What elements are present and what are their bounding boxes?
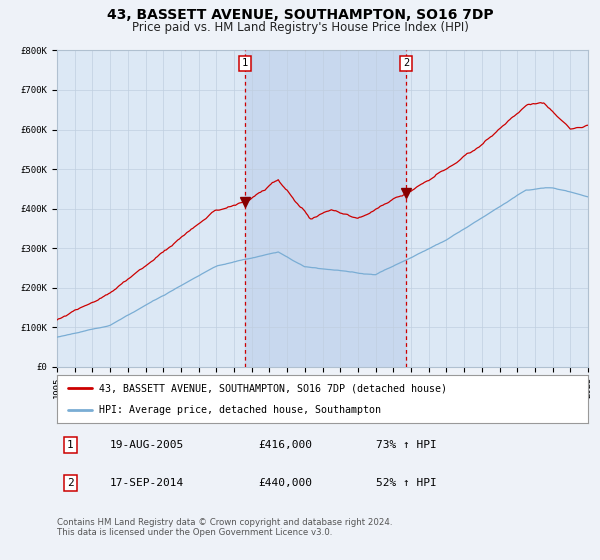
Text: £440,000: £440,000 <box>259 478 313 488</box>
Text: Price paid vs. HM Land Registry's House Price Index (HPI): Price paid vs. HM Land Registry's House … <box>131 21 469 34</box>
Text: 52% ↑ HPI: 52% ↑ HPI <box>376 478 436 488</box>
Text: 19-AUG-2005: 19-AUG-2005 <box>110 440 184 450</box>
Text: Contains HM Land Registry data © Crown copyright and database right 2024.
This d: Contains HM Land Registry data © Crown c… <box>57 518 392 538</box>
Bar <box>245 50 406 367</box>
Text: 1: 1 <box>242 58 248 68</box>
Text: 2: 2 <box>67 478 74 488</box>
Text: 2: 2 <box>403 58 409 68</box>
Text: 17-SEP-2014: 17-SEP-2014 <box>110 478 184 488</box>
Text: 73% ↑ HPI: 73% ↑ HPI <box>376 440 436 450</box>
Text: HPI: Average price, detached house, Southampton: HPI: Average price, detached house, Sout… <box>100 405 382 415</box>
Text: 1: 1 <box>67 440 74 450</box>
Text: 43, BASSETT AVENUE, SOUTHAMPTON, SO16 7DP: 43, BASSETT AVENUE, SOUTHAMPTON, SO16 7D… <box>107 8 493 22</box>
Text: 43, BASSETT AVENUE, SOUTHAMPTON, SO16 7DP (detached house): 43, BASSETT AVENUE, SOUTHAMPTON, SO16 7D… <box>100 383 448 393</box>
Text: £416,000: £416,000 <box>259 440 313 450</box>
